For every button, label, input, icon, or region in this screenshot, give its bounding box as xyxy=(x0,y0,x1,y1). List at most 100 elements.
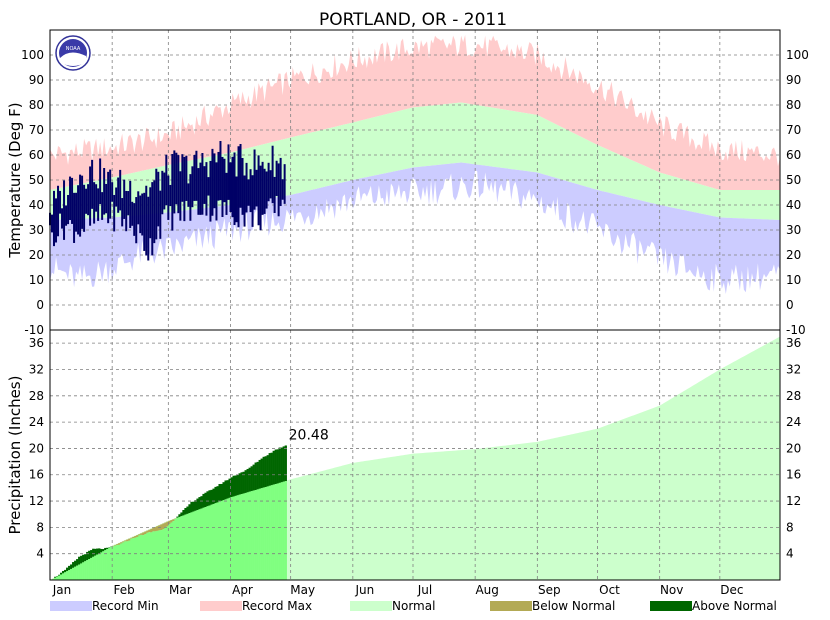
precip-past-normal-bar xyxy=(142,535,145,580)
precip-past-normal-bar xyxy=(176,517,179,580)
below-normal-bar xyxy=(120,542,123,544)
above-normal-bar xyxy=(260,458,263,489)
above-normal-bar xyxy=(106,547,109,550)
above-normal-bar xyxy=(238,473,241,495)
precip-past-normal-bar xyxy=(242,493,245,580)
above-normal-bar xyxy=(220,483,223,501)
precip-past-normal-bar xyxy=(272,484,275,580)
precip-past-normal-bar xyxy=(148,532,151,580)
above-normal-bar xyxy=(274,449,277,485)
above-normal-bar xyxy=(224,480,227,500)
month-label: Aug xyxy=(475,583,498,597)
month-label: Nov xyxy=(660,583,683,597)
precip-past-normal-bar xyxy=(92,556,95,580)
precip-past-normal-bar xyxy=(192,511,195,580)
above-normal-bar xyxy=(100,548,103,553)
above-normal-bar xyxy=(226,480,229,499)
below-normal-bar xyxy=(166,521,169,527)
above-normal-bar xyxy=(212,488,215,504)
above-normal-bar xyxy=(280,447,283,483)
temp-ytick-label-right: 20 xyxy=(786,248,801,262)
month-label: Mar xyxy=(169,583,192,597)
above-normal-bar xyxy=(268,453,271,486)
temperature-panel: -10 0 10 20 30 40 50 60 70 80 90 100 -10 0 10 20 30 40 50… xyxy=(6,29,809,337)
above-normal-bar xyxy=(84,554,87,562)
precip-past-normal-bar xyxy=(284,481,287,580)
precip-ytick-label-right: 24 xyxy=(786,415,801,429)
precip-past-normal-bar xyxy=(88,559,91,580)
precip-past-normal-bar xyxy=(116,544,119,580)
precip-past-normal-bar xyxy=(258,488,261,580)
above-normal-bar xyxy=(190,501,193,513)
precip-past-normal-bar xyxy=(182,515,185,580)
below-normal-bar xyxy=(124,540,127,542)
above-normal-bar xyxy=(70,564,73,569)
month-label: Dec xyxy=(720,583,743,597)
above-normal-bar xyxy=(214,486,217,504)
precip-past-normal-bar xyxy=(206,506,209,580)
below-normal-bar xyxy=(132,536,135,539)
above-normal-bar xyxy=(64,569,67,573)
above-normal-bar xyxy=(192,501,195,512)
above-normal-bar xyxy=(178,514,181,517)
precip-past-normal-bar xyxy=(152,531,155,580)
above-normal-bar xyxy=(66,567,69,572)
precip-past-normal-bar xyxy=(154,531,157,580)
precip-past-normal-bar xyxy=(210,504,213,580)
temp-ytick-label-left: 100 xyxy=(21,48,44,62)
precip-past-normal-bar xyxy=(56,576,59,580)
above-normal-bar xyxy=(76,559,79,566)
precip-ytick-label-left: 12 xyxy=(29,494,44,508)
precip-past-normal-bar xyxy=(158,530,161,580)
above-normal-bar xyxy=(188,504,191,514)
precip-past-normal-bar xyxy=(128,540,131,580)
above-normal-bar xyxy=(74,560,77,567)
legend-swatch xyxy=(200,601,242,611)
above-normal-bar xyxy=(60,572,63,575)
above-normal-bar xyxy=(82,554,85,563)
precip-past-normal-bar xyxy=(254,490,257,580)
legend-swatch xyxy=(490,601,532,611)
above-normal-bar xyxy=(194,500,197,511)
legend-label: Record Max xyxy=(242,599,312,613)
precip-past-normal-bar xyxy=(108,547,111,580)
below-normal-bar xyxy=(158,525,161,531)
precip-past-normal-bar xyxy=(262,487,265,580)
above-normal-bar xyxy=(92,548,95,557)
legend-label: Record Min xyxy=(92,599,159,613)
temp-ytick-label-right: 100 xyxy=(786,48,809,62)
above-normal-bar xyxy=(242,471,245,494)
precip-past-normal-bar xyxy=(62,573,65,580)
temp-ytick-label-right: 90 xyxy=(786,73,801,87)
legend-swatch xyxy=(350,601,392,611)
precip-past-normal-bar xyxy=(184,514,187,580)
record-min-area xyxy=(50,162,780,294)
above-normal-bar xyxy=(198,497,201,510)
above-normal-bar xyxy=(202,493,205,508)
precip-past-normal-bar xyxy=(132,538,135,580)
above-normal-bar xyxy=(206,491,209,507)
below-normal-bar xyxy=(112,545,115,547)
precip-past-normal-bar xyxy=(64,572,67,580)
above-normal-bar xyxy=(182,509,185,516)
above-normal-bar xyxy=(72,562,75,568)
temp-ytick-label-left: 80 xyxy=(29,98,44,112)
precip-past-normal-bar xyxy=(146,532,149,580)
above-normal-bar xyxy=(204,492,207,508)
precip-past-normal-bar xyxy=(228,497,231,580)
below-normal-bar xyxy=(172,519,175,522)
legend-label: Normal xyxy=(392,599,435,613)
above-normal-bar xyxy=(176,516,179,518)
precip-past-normal-bar xyxy=(232,496,235,580)
above-normal-bar xyxy=(210,489,213,505)
above-normal-bar xyxy=(272,450,275,485)
precip-past-normal-bar xyxy=(208,505,211,580)
precip-past-normal-bar xyxy=(274,484,277,580)
precip-past-normal-bar xyxy=(80,563,83,580)
precip-past-normal-bar xyxy=(224,499,227,580)
month-label: Jun xyxy=(354,583,374,597)
precip-past-normal-bar xyxy=(94,555,97,580)
above-normal-bar xyxy=(58,574,61,576)
temp-ytick-label-left: 10 xyxy=(29,273,44,287)
